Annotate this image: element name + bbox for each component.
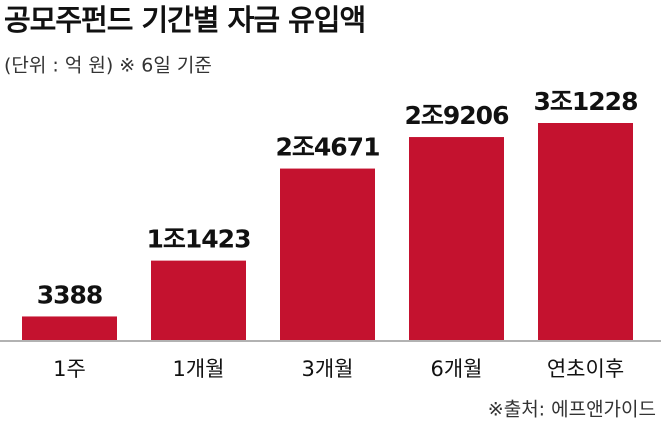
bar <box>280 168 375 340</box>
value-label: 3조1228 <box>534 87 638 116</box>
source: ※출처: 에프앤가이드 <box>488 399 656 421</box>
value-label: 2조9206 <box>405 101 510 130</box>
x-tick-label: 연초이후 <box>547 357 624 381</box>
value-label: 2조4671 <box>276 133 380 162</box>
bar <box>538 123 633 340</box>
x-tick-label: 1개월 <box>172 357 224 381</box>
x-tick-label: 1주 <box>53 357 86 381</box>
bar <box>22 316 117 340</box>
bar <box>151 260 246 340</box>
x-tick-label: 3개월 <box>301 357 353 381</box>
value-label: 3388 <box>37 280 103 309</box>
x-tick-label: 6개월 <box>430 357 482 381</box>
bar <box>409 137 504 340</box>
chart-title: 공모주펀드 기간별 자금 유입액 <box>4 3 365 37</box>
chart-subtitle: (단위 : 억 원) ※ 6일 기준 <box>4 55 212 77</box>
value-label: 1조1423 <box>147 225 251 254</box>
